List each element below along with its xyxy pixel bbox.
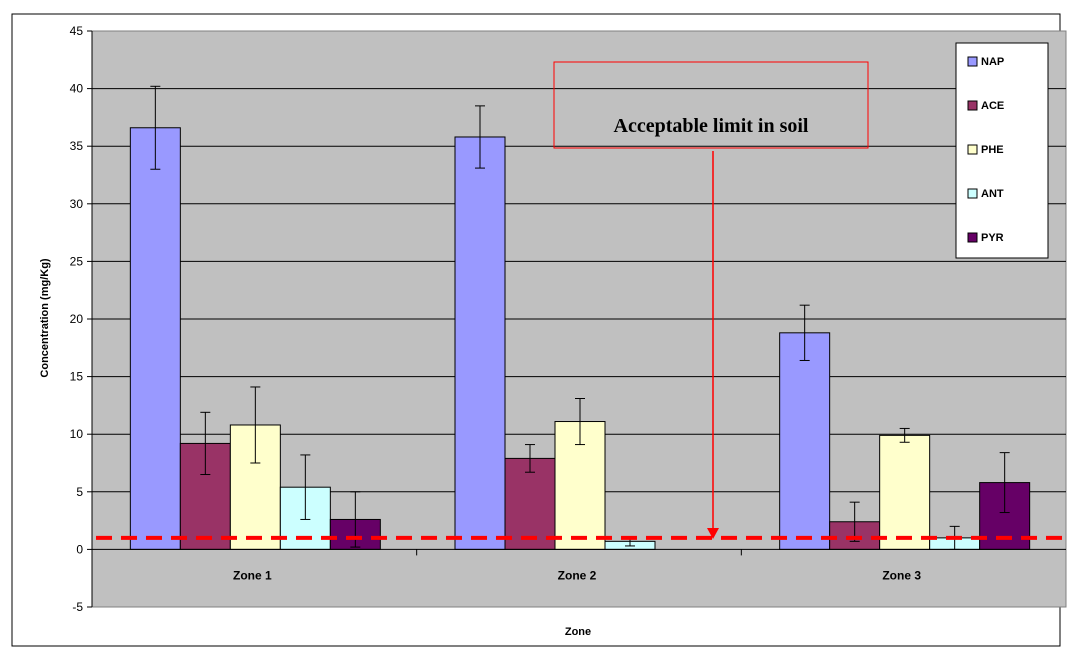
y-tick-label: 45 <box>70 24 84 38</box>
bar-phe <box>879 434 931 550</box>
legend-swatch-ace <box>967 100 978 111</box>
error-bars <box>150 85 1010 550</box>
y-tick-label: 15 <box>70 370 84 384</box>
annotation-text: Acceptable limit in soil <box>614 115 809 137</box>
y-tick-label: 40 <box>70 82 84 96</box>
x-tick-label: Zone 2 <box>558 568 597 582</box>
annotation-arrow-head <box>707 528 719 539</box>
y-tick-label: 10 <box>70 427 84 441</box>
y-tick-label: 0 <box>76 542 83 556</box>
y-tick-label: 20 <box>70 312 84 326</box>
legend-label-ace: ACE <box>981 100 1004 112</box>
annotation: Acceptable limit in soil <box>553 61 869 539</box>
legend: NAP ACE PHE ANT PYR <box>955 42 1049 259</box>
legend-swatch-phe <box>967 144 978 155</box>
bar-nap <box>454 136 506 550</box>
legend-label-ant: ANT <box>981 188 1004 200</box>
x-tick-label: Zone 3 <box>882 568 921 582</box>
axes: -5 0 5 10 15 20 25 30 35 40 45 Zone 1 Zone 2 Zone 3 <box>70 24 1066 614</box>
y-tick-label: 35 <box>70 139 84 153</box>
y-tick-label: 5 <box>76 485 83 499</box>
bars <box>129 127 1031 550</box>
x-axis-title: Zone <box>565 626 591 638</box>
y-tick-label: 30 <box>70 197 84 211</box>
x-tick-label: Zone 1 <box>233 568 272 582</box>
legend-label-phe: PHE <box>981 144 1004 156</box>
legend-swatch-ant <box>967 188 978 199</box>
bar-nap <box>779 332 831 550</box>
legend-label-nap: NAP <box>981 56 1004 68</box>
legend-swatch-nap <box>967 56 978 67</box>
legend-label-pyr: PYR <box>981 232 1004 244</box>
annotation-box <box>553 61 869 149</box>
y-axis-title: Concentration (mg/Kg) <box>39 258 51 377</box>
legend-swatch-pyr <box>967 232 978 243</box>
bar-nap <box>129 127 181 550</box>
y-tick-label: -5 <box>72 600 83 614</box>
y-tick-label: 25 <box>70 254 84 268</box>
